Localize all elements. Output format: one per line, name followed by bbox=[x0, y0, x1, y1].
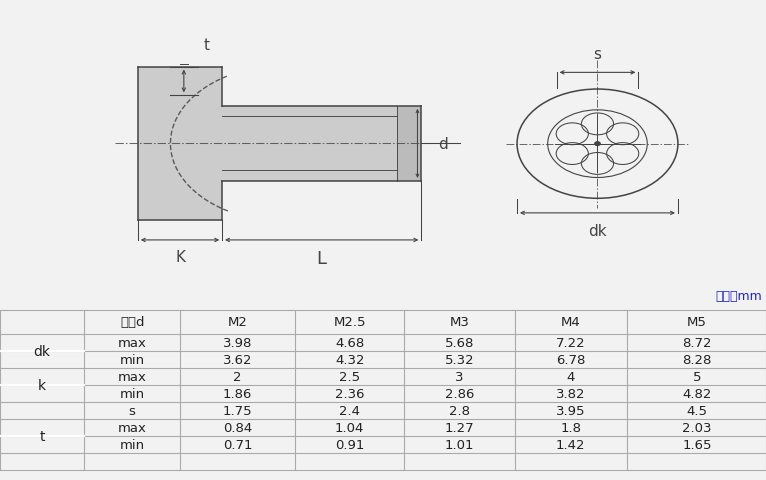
Text: min: min bbox=[119, 353, 145, 366]
Polygon shape bbox=[397, 107, 421, 181]
Text: 4.32: 4.32 bbox=[335, 353, 365, 366]
Text: min: min bbox=[119, 438, 145, 451]
Text: t: t bbox=[204, 38, 210, 53]
Text: 2: 2 bbox=[233, 370, 242, 383]
Text: M5: M5 bbox=[687, 315, 707, 328]
Text: M4: M4 bbox=[561, 315, 581, 328]
Text: 3.82: 3.82 bbox=[556, 387, 585, 400]
Text: 5.32: 5.32 bbox=[445, 353, 474, 366]
Text: max: max bbox=[118, 421, 146, 434]
Text: M2: M2 bbox=[228, 315, 247, 328]
Text: min: min bbox=[119, 387, 145, 400]
Text: max: max bbox=[118, 336, 146, 349]
Text: L: L bbox=[316, 250, 327, 268]
Text: 7.22: 7.22 bbox=[556, 336, 585, 349]
Text: 3.95: 3.95 bbox=[556, 404, 585, 417]
Text: dk: dk bbox=[588, 224, 607, 239]
Text: 2.8: 2.8 bbox=[449, 404, 470, 417]
Text: 0.91: 0.91 bbox=[335, 438, 365, 451]
Text: M3: M3 bbox=[450, 315, 470, 328]
Text: 4.82: 4.82 bbox=[683, 387, 712, 400]
Text: 8.72: 8.72 bbox=[683, 336, 712, 349]
Text: 4.68: 4.68 bbox=[335, 336, 365, 349]
Text: 4: 4 bbox=[567, 370, 574, 383]
Text: dk: dk bbox=[34, 344, 51, 358]
Text: 1.8: 1.8 bbox=[560, 421, 581, 434]
Text: s: s bbox=[129, 404, 136, 417]
Polygon shape bbox=[222, 107, 421, 181]
Text: 3: 3 bbox=[455, 370, 464, 383]
Text: d: d bbox=[438, 137, 448, 152]
Text: 2.36: 2.36 bbox=[335, 387, 365, 400]
Text: 2.5: 2.5 bbox=[339, 370, 360, 383]
Text: 5.68: 5.68 bbox=[445, 336, 474, 349]
Text: 0.71: 0.71 bbox=[223, 438, 252, 451]
Circle shape bbox=[594, 143, 601, 146]
Text: t: t bbox=[39, 429, 45, 443]
Text: 2.03: 2.03 bbox=[683, 421, 712, 434]
Text: 1.01: 1.01 bbox=[445, 438, 474, 451]
Text: 1.27: 1.27 bbox=[445, 421, 474, 434]
Text: M2.5: M2.5 bbox=[333, 315, 366, 328]
Text: K: K bbox=[175, 250, 185, 265]
Text: 2.4: 2.4 bbox=[339, 404, 360, 417]
Text: k: k bbox=[38, 378, 46, 392]
Text: 1.42: 1.42 bbox=[556, 438, 585, 451]
Text: 直径d: 直径d bbox=[120, 315, 144, 328]
Text: 3.98: 3.98 bbox=[223, 336, 252, 349]
Text: 0.84: 0.84 bbox=[223, 421, 252, 434]
Text: 1.04: 1.04 bbox=[335, 421, 365, 434]
Text: 1.75: 1.75 bbox=[223, 404, 252, 417]
Text: 8.28: 8.28 bbox=[683, 353, 712, 366]
Text: 4.5: 4.5 bbox=[686, 404, 708, 417]
Text: 1.65: 1.65 bbox=[683, 438, 712, 451]
Text: s: s bbox=[594, 47, 601, 62]
Text: 5: 5 bbox=[692, 370, 702, 383]
Text: 1.86: 1.86 bbox=[223, 387, 252, 400]
Text: 2.86: 2.86 bbox=[445, 387, 474, 400]
Text: 6.78: 6.78 bbox=[556, 353, 585, 366]
Text: max: max bbox=[118, 370, 146, 383]
Text: 单位：mm: 单位：mm bbox=[715, 290, 762, 303]
Polygon shape bbox=[138, 68, 222, 221]
Text: 3.62: 3.62 bbox=[223, 353, 252, 366]
